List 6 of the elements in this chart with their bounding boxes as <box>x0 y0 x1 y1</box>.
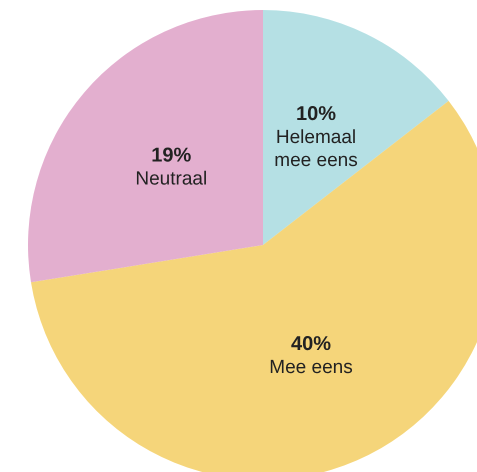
slice-label: Helemaal mee eens <box>274 126 358 171</box>
data-label: 19% <box>151 144 192 166</box>
data-label: 10% <box>296 102 336 125</box>
slice-label: Neutraal <box>135 168 208 190</box>
slice-label: Mee eens <box>269 357 353 378</box>
data-label: 40% <box>290 333 332 356</box>
